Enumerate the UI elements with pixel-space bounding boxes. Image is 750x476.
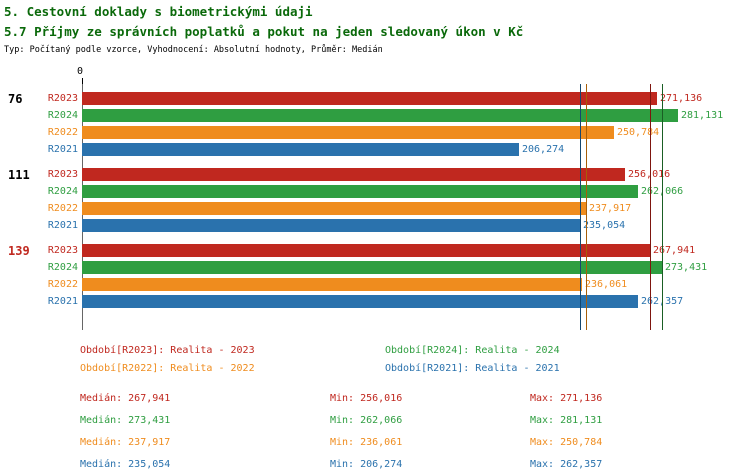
stat-median: Medián: 273,431 bbox=[80, 415, 171, 426]
bar-area: 206,274 bbox=[82, 143, 750, 156]
bar-rows: 76 R2023 271,136 R2024 281,131 R2022 250,784 R2… bbox=[0, 92, 750, 320]
series-label: R2021 bbox=[47, 296, 78, 307]
bar-r2022 bbox=[82, 126, 614, 139]
stat-median: Medián: 267,941 bbox=[80, 393, 171, 404]
bar-group: 111 R2023 256,016 R2024 262,066 R2022 237,917 R… bbox=[0, 168, 750, 232]
legend-item: Období[R2021]: Realita - 2021 bbox=[385, 363, 560, 374]
legend-item: Období[R2022]: Realita - 2022 bbox=[80, 363, 255, 374]
bar-r2023 bbox=[82, 168, 625, 181]
bar-group: 76 R2023 271,136 R2024 281,131 R2022 250,784 R2… bbox=[0, 92, 750, 156]
x-axis-zero-label: 0 bbox=[77, 66, 84, 77]
value-label: 262,357 bbox=[641, 296, 684, 307]
bar-row: R2022 236,061 bbox=[0, 278, 750, 291]
bar-r2021 bbox=[82, 219, 580, 232]
bar-row: 111 R2023 256,016 bbox=[0, 167, 750, 182]
series-label: R2021 bbox=[47, 220, 78, 231]
value-label: 262,066 bbox=[641, 186, 684, 197]
bar-r2024 bbox=[82, 261, 662, 274]
bar-row: R2022 250,784 bbox=[0, 126, 750, 139]
stat-min: Min: 256,016 bbox=[330, 393, 403, 404]
x-axis-zero-tick bbox=[82, 78, 83, 84]
value-label: 250,784 bbox=[617, 127, 660, 138]
value-label: 237,917 bbox=[589, 203, 632, 214]
stat-median: Medián: 237,917 bbox=[80, 437, 171, 448]
bar-r2022 bbox=[82, 202, 586, 215]
series-label: R2024 bbox=[47, 262, 78, 273]
bar-row: R2024 281,131 bbox=[0, 109, 750, 122]
group-label: 139 bbox=[8, 243, 30, 258]
legend-item: Období[R2024]: Realita - 2024 bbox=[385, 345, 560, 356]
legend-col-2: Období[R2024]: Realita - 2024 Období[R202… bbox=[385, 342, 560, 378]
bar-r2024 bbox=[82, 185, 638, 198]
series-label: R2024 bbox=[47, 186, 78, 197]
bar-r2023 bbox=[82, 92, 657, 105]
stat-min: Min: 262,066 bbox=[330, 415, 403, 426]
stat-min: Min: 236,061 bbox=[330, 437, 403, 448]
stat-max: Max: 281,131 bbox=[530, 415, 603, 426]
legend-item: Období[R2023]: Realita - 2023 bbox=[80, 345, 255, 356]
bar-area: 262,357 bbox=[82, 295, 750, 308]
bar-row: R2024 262,066 bbox=[0, 185, 750, 198]
value-label: 256,016 bbox=[628, 169, 671, 180]
stats-row: Medián: 237,917 Min: 236,061 Max: 250,784 bbox=[0, 432, 750, 454]
value-label: 236,061 bbox=[585, 279, 628, 290]
bar-row: 76 R2023 271,136 bbox=[0, 91, 750, 106]
series-label: R2023 bbox=[47, 245, 78, 256]
value-label: 206,274 bbox=[522, 144, 565, 155]
stat-max: Max: 271,136 bbox=[530, 393, 603, 404]
bar-area: 271,136 bbox=[82, 92, 750, 105]
series-label: R2022 bbox=[47, 127, 78, 138]
bar-row: R2021 206,274 bbox=[0, 143, 750, 156]
bar-row: 139 R2023 267,941 bbox=[0, 243, 750, 258]
bar-row: R2022 237,917 bbox=[0, 202, 750, 215]
bar-r2021 bbox=[82, 143, 519, 156]
bar-area: 237,917 bbox=[82, 202, 750, 215]
bar-area: 267,941 bbox=[82, 244, 750, 257]
bar-area: 236,061 bbox=[82, 278, 750, 291]
bar-area: 256,016 bbox=[82, 168, 750, 181]
bar-area: 250,784 bbox=[82, 126, 750, 139]
bar-r2023 bbox=[82, 244, 650, 257]
bar-row: R2021 235,054 bbox=[0, 219, 750, 232]
chart-title-line2: 5.7 Příjmy ze správních poplatků a pokut… bbox=[4, 24, 524, 39]
group-label: 111 bbox=[8, 167, 30, 182]
stats-row: Medián: 267,941 Min: 256,016 Max: 271,136 bbox=[0, 388, 750, 410]
stat-max: Max: 262,357 bbox=[530, 459, 603, 470]
bar-area: 273,431 bbox=[82, 261, 750, 274]
group-label: 76 bbox=[8, 91, 23, 106]
stats-table: Medián: 267,941 Min: 256,016 Max: 271,136 M… bbox=[0, 388, 750, 476]
chart-title-line1: 5. Cestovní doklady s biometrickými údaj… bbox=[4, 4, 313, 19]
bar-area: 281,131 bbox=[82, 109, 750, 122]
series-label: R2021 bbox=[47, 144, 78, 155]
bar-area: 235,054 bbox=[82, 219, 750, 232]
bar-r2022 bbox=[82, 278, 582, 291]
value-label: 273,431 bbox=[665, 262, 708, 273]
bar-r2024 bbox=[82, 109, 678, 122]
bar-area: 262,066 bbox=[82, 185, 750, 198]
stat-min: Min: 206,274 bbox=[330, 459, 403, 470]
stat-max: Max: 250,784 bbox=[530, 437, 603, 448]
bar-row: R2021 262,357 bbox=[0, 295, 750, 308]
value-label: 235,054 bbox=[583, 220, 626, 231]
series-label: R2023 bbox=[47, 169, 78, 180]
value-label: 267,941 bbox=[653, 245, 696, 256]
stats-row: Medián: 273,431 Min: 262,066 Max: 281,131 bbox=[0, 410, 750, 432]
legend-col-1: Období[R2023]: Realita - 2023 Období[R202… bbox=[80, 342, 255, 378]
stats-row: Medián: 235,054 Min: 206,274 Max: 262,357 bbox=[0, 454, 750, 476]
series-label: R2024 bbox=[47, 110, 78, 121]
bar-group: 139 R2023 267,941 R2024 273,431 R2022 236,061 R… bbox=[0, 244, 750, 308]
series-label: R2022 bbox=[47, 279, 78, 290]
bar-row: R2024 273,431 bbox=[0, 261, 750, 274]
chart-subtitle: Typ: Počítaný podle vzorce, Vyhodnocení:… bbox=[4, 45, 383, 55]
series-label: R2023 bbox=[47, 93, 78, 104]
bar-r2021 bbox=[82, 295, 638, 308]
stat-median: Medián: 235,054 bbox=[80, 459, 171, 470]
value-label: 271,136 bbox=[660, 93, 703, 104]
series-label: R2022 bbox=[47, 203, 78, 214]
value-label: 281,131 bbox=[681, 110, 724, 121]
